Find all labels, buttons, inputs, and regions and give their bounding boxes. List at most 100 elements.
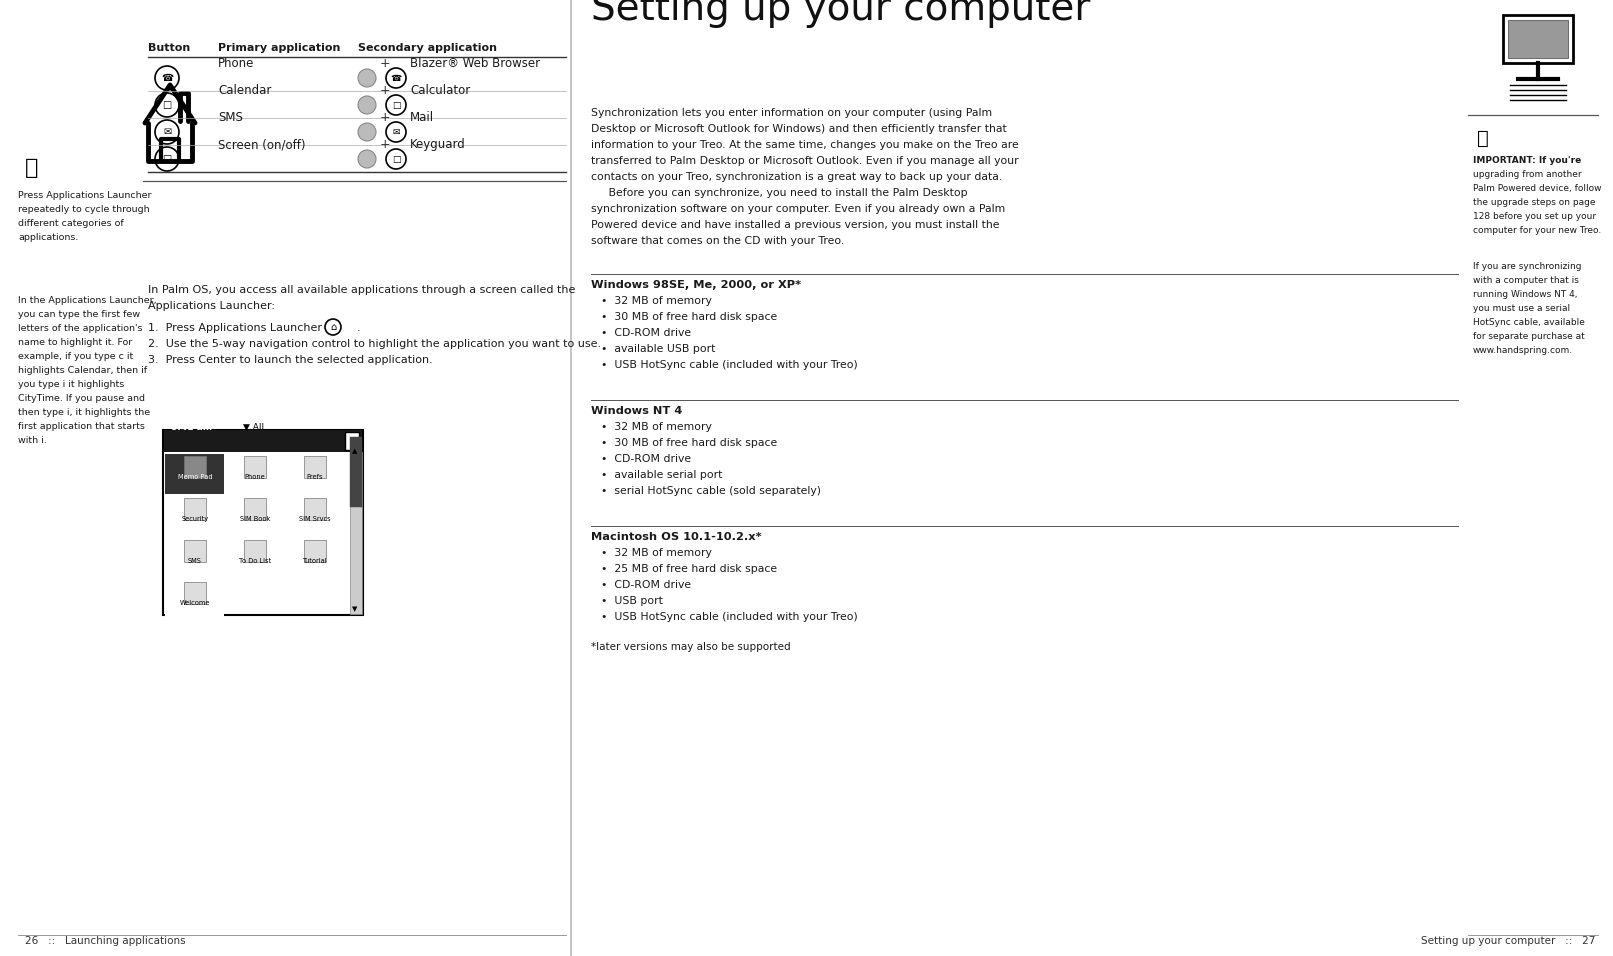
Text: Phone: Phone	[218, 57, 255, 70]
Text: Primary application: Primary application	[218, 43, 340, 53]
Text: upgrading from another: upgrading from another	[1473, 170, 1582, 179]
Text: the upgrade steps on page: the upgrade steps on page	[1473, 198, 1595, 207]
Text: Welcome: Welcome	[179, 600, 210, 606]
Bar	[165, 496, 224, 536]
Bar	[303, 498, 326, 520]
Text: Setting up your computer: Setting up your computer	[590, 0, 1090, 28]
Text: •  CD-ROM drive: • CD-ROM drive	[602, 328, 690, 338]
Text: for separate purchase at: for separate purchase at	[1473, 332, 1584, 341]
Text: SIM Book: SIM Book	[240, 516, 271, 522]
Text: then type i, it highlights the: then type i, it highlights the	[18, 408, 150, 417]
Circle shape	[358, 96, 376, 114]
Text: you type i it highlights: you type i it highlights	[18, 380, 124, 389]
Text: +: +	[381, 84, 390, 97]
Text: •  CD-ROM drive: • CD-ROM drive	[602, 454, 690, 464]
Text: with a computer that is: with a computer that is	[1473, 276, 1579, 285]
Text: Security: Security	[181, 516, 208, 522]
Text: Memo Pad: Memo Pad	[177, 474, 213, 480]
Text: •  available USB port: • available USB port	[602, 344, 716, 354]
Text: ▲: ▲	[352, 448, 358, 454]
Text: different categories of: different categories of	[18, 219, 124, 228]
Text: highlights Calendar, then if: highlights Calendar, then if	[18, 366, 147, 375]
Text: □: □	[392, 155, 400, 163]
Bar	[244, 456, 266, 478]
Bar	[244, 540, 266, 562]
Text: Tutorial: Tutorial	[303, 558, 327, 564]
Bar	[1508, 20, 1568, 58]
Bar	[303, 540, 326, 562]
Text: 👆: 👆	[26, 158, 39, 178]
Text: •  USB HotSync cable (included with your Treo): • USB HotSync cable (included with your …	[602, 360, 858, 370]
Circle shape	[358, 69, 376, 87]
Text: •  30 MB of free hard disk space: • 30 MB of free hard disk space	[602, 438, 777, 448]
Text: HotSync cable, available: HotSync cable, available	[1473, 318, 1586, 327]
Text: ⌂: ⌂	[331, 322, 336, 332]
Text: •  30 MB of free hard disk space: • 30 MB of free hard disk space	[602, 312, 777, 322]
Text: 26   ::   Launching applications: 26 :: Launching applications	[24, 936, 185, 946]
Text: Macintosh OS 10.1-10.2.x*: Macintosh OS 10.1-10.2.x*	[590, 532, 761, 542]
Text: SIM Srvcs: SIM Srvcs	[298, 516, 331, 522]
Bar	[184, 540, 206, 562]
Bar	[165, 430, 361, 452]
Text: To Do List: To Do List	[239, 558, 271, 564]
Text: ☎: ☎	[390, 74, 402, 82]
Text: CityTime. If you pause and: CityTime. If you pause and	[18, 394, 145, 403]
Bar	[165, 538, 224, 578]
Text: •  32 MB of memory: • 32 MB of memory	[602, 296, 711, 306]
Text: Synchronization lets you enter information on your computer (using Palm: Synchronization lets you enter informati…	[590, 108, 992, 118]
Text: Before you can synchronize, you need to install the Palm Desktop: Before you can synchronize, you need to …	[590, 188, 968, 198]
Bar	[165, 580, 224, 620]
Text: •  serial HotSync cable (sold separately): • serial HotSync cable (sold separately)	[602, 486, 821, 496]
Circle shape	[358, 150, 376, 168]
Text: Press Applications Launcher: Press Applications Launcher	[18, 191, 152, 200]
Text: Blazer® Web Browser: Blazer® Web Browser	[410, 57, 540, 70]
Text: www.handspring.com.: www.handspring.com.	[1473, 346, 1573, 355]
Text: Secondary application: Secondary application	[358, 43, 497, 53]
Text: 128 before you set up your: 128 before you set up your	[1473, 212, 1597, 221]
Bar	[286, 496, 344, 536]
Bar	[224, 538, 284, 578]
Text: •  CD-ROM drive: • CD-ROM drive	[602, 580, 690, 590]
Text: you must use a serial: you must use a serial	[1473, 304, 1569, 313]
Text: ▼ All: ▼ All	[244, 423, 265, 432]
Bar	[345, 432, 360, 450]
Text: •  32 MB of memory: • 32 MB of memory	[602, 422, 711, 432]
Text: 2.  Use the 5-way navigation control to highlight the application you want to us: 2. Use the 5-way navigation control to h…	[148, 339, 602, 349]
Bar	[163, 430, 363, 615]
Text: 1.  Press Applications Launcher          .: 1. Press Applications Launcher .	[148, 323, 361, 333]
Bar	[350, 452, 361, 614]
Text: In Palm OS, you access all available applications through a screen called the: In Palm OS, you access all available app…	[148, 285, 576, 295]
Bar	[303, 456, 326, 478]
Text: If you are synchronizing: If you are synchronizing	[1473, 262, 1581, 271]
Text: •  32 MB of memory: • 32 MB of memory	[602, 548, 711, 558]
Text: name to highlight it. For: name to highlight it. For	[18, 338, 132, 347]
Text: Desktop or Microsoft Outlook for Windows) and then efficiently transfer that: Desktop or Microsoft Outlook for Windows…	[590, 124, 1007, 134]
Text: +: +	[381, 138, 390, 151]
Text: □: □	[163, 154, 171, 164]
Text: ▼: ▼	[352, 606, 358, 612]
Text: Prefs: Prefs	[306, 474, 323, 480]
Bar	[350, 437, 361, 507]
Text: running Windows NT 4,: running Windows NT 4,	[1473, 290, 1578, 299]
Text: +: +	[381, 111, 390, 124]
Circle shape	[358, 123, 376, 141]
Text: transferred to Palm Desktop or Microsoft Outlook. Even if you manage all your: transferred to Palm Desktop or Microsoft…	[590, 156, 1019, 166]
Text: Calculator: Calculator	[410, 84, 471, 97]
Text: Screen (on/off): Screen (on/off)	[218, 138, 305, 151]
Bar	[165, 454, 224, 494]
Text: Button: Button	[148, 43, 190, 53]
Text: you can type the first few: you can type the first few	[18, 310, 140, 319]
Text: 3.  Press Center to launch the selected application.: 3. Press Center to launch the selected a…	[148, 355, 432, 365]
Text: □: □	[163, 100, 171, 110]
Bar	[1503, 15, 1573, 63]
Text: with i.: with i.	[18, 436, 47, 445]
Text: IMPORTANT: If you're: IMPORTANT: If you're	[1473, 156, 1581, 165]
Bar	[244, 498, 266, 520]
Text: applications.: applications.	[18, 233, 79, 242]
Text: •  USB port: • USB port	[602, 596, 663, 606]
Text: letters of the application's: letters of the application's	[18, 324, 142, 333]
Text: Palm Powered device, follow: Palm Powered device, follow	[1473, 184, 1602, 193]
Text: Applications Launcher:: Applications Launcher:	[148, 301, 274, 311]
Text: Windows 98SE, Me, 2000, or XP*: Windows 98SE, Me, 2000, or XP*	[590, 280, 802, 290]
Text: example, if you type c it: example, if you type c it	[18, 352, 134, 361]
